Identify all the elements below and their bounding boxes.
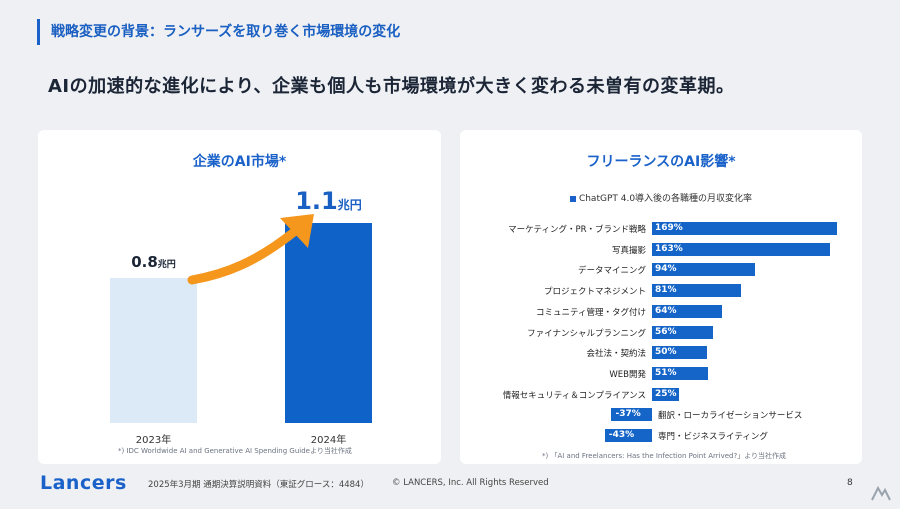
impact-category-label: 翻訳・ローカライゼーションサービス [658,411,803,422]
impact-value-label: 163% [655,243,683,254]
impact-bar [611,408,652,422]
impact-category-label: WEB開発 [609,369,646,380]
market-year-label: 2023年 [135,435,172,446]
freelance-ai-impact-title: フリーランスのAI影響* [586,154,736,170]
chart-legend: ChatGPT 4.0導入後の各職種の月収変化率 [460,191,862,204]
document-title: 2025年3月期 通期決算説明資料（東証グロース：4484） [148,480,369,490]
legend-label: ChatGPT 4.0導入後の各職種の月収変化率 [578,194,753,204]
impact-category-label: 情報セキュリティ＆コンプライアンス [502,390,646,401]
header-bar [0,0,900,60]
watermark-icon [871,485,891,501]
lancers-logo: Lancers [40,472,127,494]
enterprise-ai-market-card: 企業のAI市場* 2023年 0.8兆円 2024年 1.1兆円 *) IDC Wor… [38,130,441,464]
impact-value-label: 64% [655,305,677,316]
enterprise-ai-market-note: *) IDC Worldwide AI and Generative AI Sp… [118,447,352,455]
impact-bar [652,387,680,401]
copyright: © LANCERS, Inc. All Rights Reserved [392,478,549,488]
impact-category-label: ファイナンシャルプランニング [527,328,646,339]
impact-value-label: 169% [655,223,683,233]
impact-bar [652,284,741,298]
freelance-ai-impact-card: フリーランスのAI影響* ChatGPT 4.0導入後の各職種の月収変化率 16… [460,130,862,464]
headline: AIの加速的な進化により、企業も個人も市場環境が大きく変わる未曽有の変革期。 [48,76,735,97]
market-value-label: 0.8兆円 [131,252,176,271]
impact-bar [652,366,708,380]
section-title: 戦略変更の背景：ランサーズを取り巻く市場環境の変化 [37,19,400,45]
impact-category-label: プロジェクトマネジメント [543,287,646,298]
impact-value-label: -43% [608,430,635,440]
impact-bar [652,263,755,277]
impact-value-label: 50% [655,347,677,358]
impact-category-label: コミュニティ管理・タグ付け [536,307,646,318]
impact-bar [652,222,837,235]
impact-value-label: 51% [655,367,677,378]
impact-value-label: 25% [655,388,677,399]
page-number: 8 [847,478,853,488]
impact-value-label: -37% [615,409,641,420]
impact-bar [652,346,707,360]
impact-value-label: 81% [655,285,677,296]
impact-value-label: 56% [655,326,677,337]
impact-bar [652,242,831,256]
market-bar-2024年 [285,223,372,423]
impact-category-label: 専門・ビジネスライティング [658,432,768,442]
market-bar-2023年 [110,277,197,423]
impact-category-label: マーケティング・PR・ブランド戦略 [508,225,646,235]
market-value-label: 1.1兆円 [295,187,362,215]
enterprise-ai-market-title: 企業のAI市場* [192,154,287,170]
impact-bar [652,325,714,339]
impact-bar [604,429,652,442]
market-year-label: 2024年 [310,435,347,446]
impact-value-label: 94% [655,264,677,275]
freelance-ai-impact-note: *) 「AI and Freelancers: Has the Infectio… [542,452,787,460]
impact-bar [652,304,723,318]
impact-category-label: 写真撮影 [611,245,646,256]
impact-category-label: 会社法・契約法 [586,349,646,360]
growth-arrow-icon [187,214,314,285]
legend-swatch [569,195,576,202]
impact-category-label: データマイニング [577,266,646,277]
